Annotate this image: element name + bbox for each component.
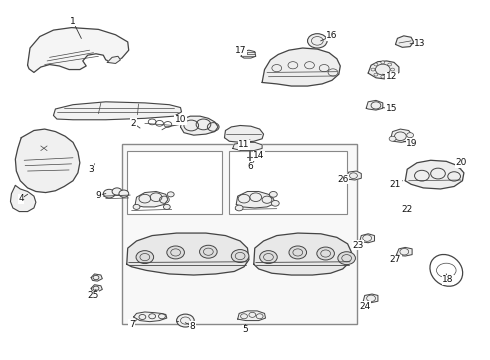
Text: 6: 6 [247,162,253,171]
Polygon shape [91,285,102,292]
Text: 3: 3 [88,165,94,174]
Text: 26: 26 [337,175,348,184]
Polygon shape [15,129,80,193]
Bar [229,151,346,214]
Polygon shape [224,126,264,142]
Polygon shape [180,116,218,135]
Polygon shape [368,61,399,79]
Circle shape [289,246,307,259]
Polygon shape [391,129,412,142]
Text: 7: 7 [129,320,135,329]
Polygon shape [233,142,262,150]
Text: 2: 2 [131,119,136,128]
Circle shape [338,252,355,265]
Circle shape [112,188,122,195]
Circle shape [308,34,327,48]
Polygon shape [27,28,129,72]
Polygon shape [363,294,378,303]
Circle shape [270,192,277,197]
Text: 11: 11 [238,140,250,149]
Polygon shape [241,50,256,58]
Text: 21: 21 [390,180,401,189]
Polygon shape [360,234,374,243]
Circle shape [136,251,154,264]
Text: 5: 5 [242,325,248,334]
Circle shape [407,133,414,138]
Circle shape [374,73,378,76]
Circle shape [231,249,249,262]
Polygon shape [366,100,383,110]
Circle shape [388,63,392,66]
Circle shape [176,314,194,327]
Text: 24: 24 [359,302,370,311]
Text: 27: 27 [390,255,401,264]
Circle shape [103,189,115,198]
Circle shape [133,204,140,210]
Bar [127,151,222,214]
Text: 19: 19 [406,139,418,148]
Circle shape [374,63,378,66]
Bar [122,144,357,324]
Polygon shape [405,160,464,189]
Circle shape [119,190,129,197]
Polygon shape [262,48,340,86]
Circle shape [199,245,217,258]
Text: 20: 20 [455,158,466,167]
Polygon shape [396,247,412,256]
Polygon shape [236,192,275,208]
Polygon shape [346,171,361,180]
Circle shape [235,205,243,211]
Polygon shape [107,56,121,63]
Text: 18: 18 [442,275,454,284]
Polygon shape [91,274,102,281]
Text: 16: 16 [326,31,338,40]
Polygon shape [238,311,266,320]
Circle shape [389,136,396,141]
Text: 9: 9 [96,190,101,199]
Polygon shape [254,233,351,275]
Text: 23: 23 [353,241,364,250]
Polygon shape [395,36,414,47]
Text: 4: 4 [19,194,24,203]
Text: 15: 15 [386,104,397,113]
Circle shape [381,75,385,78]
Circle shape [167,246,184,259]
Circle shape [163,204,170,210]
Polygon shape [134,312,167,321]
Circle shape [388,73,392,76]
Polygon shape [127,233,249,275]
Text: 10: 10 [175,115,186,124]
Circle shape [271,201,279,206]
Polygon shape [53,102,181,120]
Polygon shape [135,192,168,207]
Text: 1: 1 [70,17,76,26]
Circle shape [260,251,277,264]
Text: 22: 22 [402,205,413,214]
Circle shape [371,68,375,71]
Text: 8: 8 [189,322,195,331]
Circle shape [167,192,174,197]
Text: 13: 13 [414,39,426,48]
Circle shape [381,61,385,64]
Text: 12: 12 [386,72,397,81]
Circle shape [391,68,394,71]
Polygon shape [10,185,36,212]
Text: 25: 25 [87,291,98,300]
Text: 14: 14 [253,151,265,160]
Text: 17: 17 [235,46,247,55]
Circle shape [317,247,334,260]
